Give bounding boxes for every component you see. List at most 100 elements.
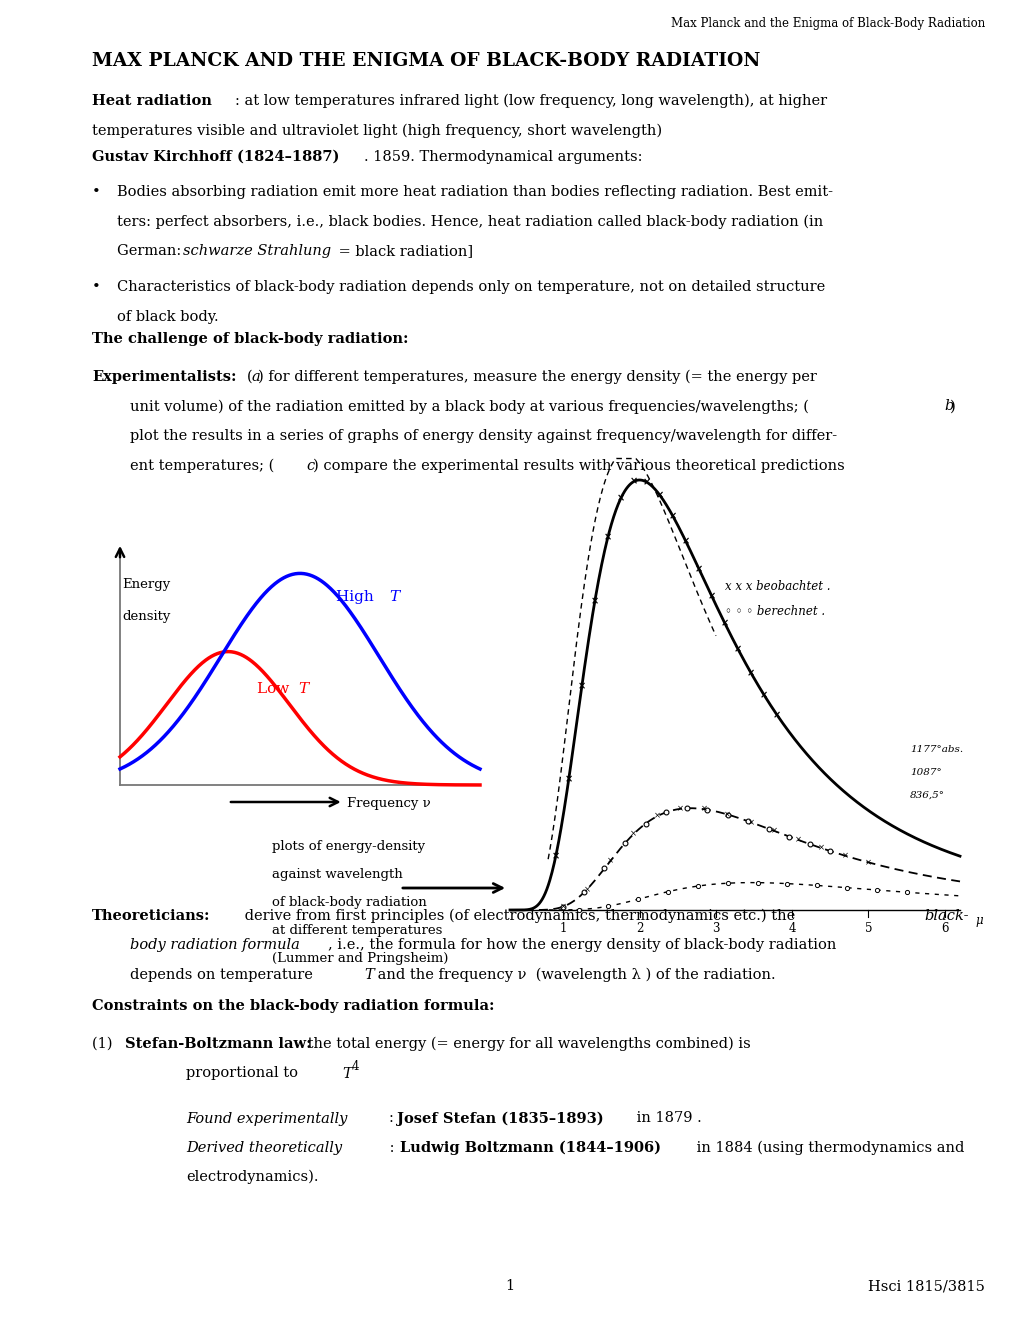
Text: ×: × — [577, 681, 585, 692]
Text: x x x beobachtet .: x x x beobachtet . — [725, 579, 829, 593]
Text: density: density — [122, 610, 170, 623]
Text: 6: 6 — [941, 921, 948, 935]
Text: ters: perfect absorbers, i.e., black bodies. Hence, heat radiation called black-: ters: perfect absorbers, i.e., black bod… — [117, 214, 822, 228]
Text: ) for different temperatures, measure the energy density (= the energy per: ) for different temperatures, measure th… — [258, 370, 816, 384]
Text: electrodynamics).: electrodynamics). — [185, 1170, 318, 1184]
Text: Hsci 1815/3815: Hsci 1815/3815 — [867, 1279, 984, 1294]
Text: ×: × — [616, 494, 625, 503]
Text: 836,5°: 836,5° — [909, 791, 944, 800]
Text: Experimentalists:: Experimentalists: — [92, 370, 236, 384]
Text: ×: × — [668, 511, 677, 521]
Text: (: ( — [247, 370, 253, 384]
Text: ×: × — [747, 818, 754, 826]
Text: (1): (1) — [92, 1038, 117, 1051]
Text: ◦ ◦ ◦ berechnet .: ◦ ◦ ◦ berechnet . — [725, 605, 824, 618]
Text: : at low temperatures infrared light (low frequency, long wavelength), at higher: : at low temperatures infrared light (lo… — [234, 94, 826, 108]
Text: ×: × — [642, 478, 650, 487]
Text: ×: × — [733, 644, 741, 653]
Text: ×: × — [559, 902, 567, 911]
Text: •: • — [92, 280, 101, 294]
Text: plot the results in a series of graphs of energy density against frequency/wavel: plot the results in a series of graphs o… — [129, 429, 837, 444]
Text: Frequency ν: Frequency ν — [346, 797, 430, 810]
Text: (Lummer and Pringsheim): (Lummer and Pringsheim) — [272, 952, 448, 965]
Text: depends on temperature: depends on temperature — [129, 968, 317, 982]
Text: ×: × — [864, 858, 871, 867]
Text: ×: × — [723, 810, 731, 818]
Text: in 1884 (using thermodynamics and: in 1884 (using thermodynamics and — [691, 1140, 963, 1155]
Text: ×: × — [677, 804, 684, 813]
Text: 5: 5 — [864, 921, 871, 935]
Text: ×: × — [551, 851, 559, 861]
Text: body radiation formula: body radiation formula — [129, 939, 300, 953]
Text: 2: 2 — [636, 921, 643, 935]
Text: Ludwig Boltzmann (1844–1906): Ludwig Boltzmann (1844–1906) — [399, 1140, 660, 1155]
Text: ×: × — [720, 618, 729, 628]
Text: = black radiation]: = black radiation] — [333, 244, 473, 257]
Text: c: c — [306, 458, 314, 473]
Text: T: T — [364, 968, 373, 982]
Text: 1177°abs.: 1177°abs. — [909, 744, 962, 754]
Text: unit volume) of the radiation emitted by a black body at various frequencies/wav: unit volume) of the radiation emitted by… — [129, 400, 808, 414]
Text: a: a — [252, 370, 261, 384]
Text: derive from first principles (of electrodynamics, thermodynamics etc.) the: derive from first principles (of electro… — [239, 908, 799, 923]
Text: Josef Stefan (1835–1893): Josef Stefan (1835–1893) — [396, 1111, 603, 1126]
Text: ×: × — [653, 812, 660, 821]
Text: ×: × — [606, 857, 613, 866]
Text: plots of energy-density: plots of energy-density — [272, 840, 425, 853]
Text: ×: × — [770, 826, 777, 836]
Text: Theoreticians:: Theoreticians: — [92, 909, 210, 923]
Text: ): ) — [949, 400, 955, 413]
Text: High: High — [335, 590, 378, 605]
Text: Constraints on the black-body radiation formula:: Constraints on the black-body radiation … — [92, 999, 494, 1012]
Text: Max Planck and the Enigma of Black-Body Radiation: Max Planck and the Enigma of Black-Body … — [671, 17, 984, 30]
Text: ×: × — [707, 591, 715, 602]
Text: •: • — [92, 185, 101, 199]
Text: ×: × — [694, 564, 702, 574]
Text: 1: 1 — [559, 921, 567, 935]
Text: ×: × — [630, 829, 637, 838]
Text: , i.e., the formula for how the energy density of black-body radiation: , i.e., the formula for how the energy d… — [328, 939, 836, 953]
Text: ×: × — [565, 774, 573, 784]
Text: . 1859. Thermodynamical arguments:: . 1859. Thermodynamical arguments: — [364, 150, 642, 164]
Text: Characteristics of black-body radiation depends only on temperature, not on deta: Characteristics of black-body radiation … — [117, 280, 824, 294]
Text: ×: × — [746, 668, 754, 677]
Text: schwarze Strahlung: schwarze Strahlung — [182, 244, 331, 257]
Text: ×: × — [629, 477, 637, 487]
Text: Bodies absorbing radiation emit more heat radiation than bodies reflecting radia: Bodies absorbing radiation emit more hea… — [117, 185, 833, 199]
Text: temperatures visible and ultraviolet light (high frequency, short wavelength): temperatures visible and ultraviolet lig… — [92, 124, 661, 139]
Text: ×: × — [841, 851, 848, 861]
Text: MAX PLANCK AND THE ENIGMA OF BLACK-BODY RADIATION: MAX PLANCK AND THE ENIGMA OF BLACK-BODY … — [92, 51, 759, 70]
Text: :: : — [388, 1111, 398, 1126]
Text: black-: black- — [923, 909, 968, 923]
Text: of black-body radiation: of black-body radiation — [272, 896, 426, 909]
Text: ent temperatures; (: ent temperatures; ( — [129, 458, 274, 473]
Text: ×: × — [817, 843, 824, 853]
Text: ×: × — [681, 536, 689, 546]
Text: Found experimentally: Found experimentally — [185, 1111, 347, 1126]
Text: Low: Low — [257, 682, 293, 696]
Text: at different temperatures: at different temperatures — [272, 924, 442, 937]
Text: the total energy (= energy for all wavelengths combined) is: the total energy (= energy for all wavel… — [303, 1036, 750, 1051]
Text: T: T — [298, 682, 308, 696]
Text: ×: × — [700, 805, 707, 813]
Text: ×: × — [603, 532, 611, 543]
Text: Energy: Energy — [122, 578, 170, 591]
Text: 4: 4 — [788, 921, 795, 935]
Text: μ: μ — [974, 913, 981, 927]
Text: 4: 4 — [352, 1060, 359, 1073]
Text: :: : — [384, 1140, 398, 1155]
Text: ) compare the experimental results with various theoretical predictions: ) compare the experimental results with … — [313, 458, 844, 473]
Text: and the frequency ν  (wavelength λ ) of the radiation.: and the frequency ν (wavelength λ ) of t… — [373, 968, 774, 982]
Text: in 1879 .: in 1879 . — [632, 1111, 701, 1126]
Text: German:: German: — [117, 244, 185, 257]
Text: 1: 1 — [505, 1279, 514, 1294]
Text: ×: × — [772, 710, 781, 719]
Text: ×: × — [590, 597, 598, 606]
Text: 3: 3 — [711, 921, 719, 935]
Text: Heat radiation: Heat radiation — [92, 94, 212, 108]
Text: T: T — [388, 590, 398, 605]
Text: ×: × — [794, 836, 801, 845]
Text: Derived theoretically: Derived theoretically — [185, 1140, 341, 1155]
Text: ×: × — [583, 884, 590, 894]
Text: The challenge of black-body radiation:: The challenge of black-body radiation: — [92, 333, 408, 346]
